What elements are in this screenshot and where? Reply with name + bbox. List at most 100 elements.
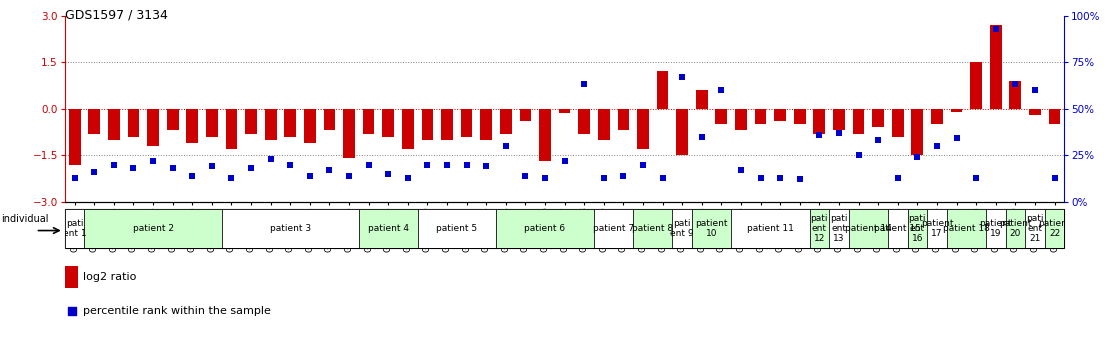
Bar — [85, 209, 221, 248]
Point — [693, 134, 711, 139]
Text: patient
10: patient 10 — [695, 219, 728, 238]
Bar — [809, 209, 830, 248]
Bar — [911, 109, 923, 155]
Bar — [736, 109, 747, 130]
Bar — [539, 109, 551, 161]
Point — [771, 175, 789, 180]
Text: patient
19: patient 19 — [979, 219, 1012, 238]
Point — [243, 166, 260, 171]
Bar — [481, 109, 492, 140]
Bar — [692, 209, 731, 248]
Point — [909, 154, 927, 160]
Bar — [950, 109, 963, 112]
Bar — [755, 109, 767, 124]
Text: patient 11: patient 11 — [747, 224, 794, 233]
Text: pati
ent 9: pati ent 9 — [671, 219, 694, 238]
Text: log2 ratio: log2 ratio — [84, 272, 136, 282]
Bar — [127, 109, 140, 137]
Bar — [656, 71, 669, 109]
Point — [732, 167, 750, 173]
Bar — [304, 109, 315, 143]
Bar — [970, 62, 982, 109]
Bar — [849, 209, 888, 248]
Point — [282, 162, 300, 167]
Text: patient
17: patient 17 — [921, 219, 954, 238]
Bar — [167, 109, 179, 130]
Text: pati
ent
12: pati ent 12 — [811, 214, 828, 244]
Bar — [1049, 109, 1060, 124]
Point — [340, 173, 358, 178]
Bar — [1005, 209, 1025, 248]
Point — [751, 175, 769, 180]
Point — [967, 175, 985, 180]
Bar — [1029, 109, 1041, 115]
Bar — [716, 109, 727, 124]
Text: GDS1597 / 3134: GDS1597 / 3134 — [65, 9, 168, 22]
Point — [457, 162, 475, 167]
Point — [889, 175, 907, 180]
Point — [360, 162, 378, 167]
Text: patient 14: patient 14 — [845, 224, 892, 233]
Point — [790, 177, 808, 182]
Bar — [1025, 209, 1044, 248]
Bar — [382, 109, 394, 137]
Point — [124, 166, 142, 171]
Bar — [559, 109, 570, 113]
Bar — [989, 25, 1002, 109]
Text: pati
ent 1: pati ent 1 — [63, 219, 86, 238]
Bar — [927, 209, 947, 248]
Bar — [206, 109, 218, 137]
Point — [536, 175, 553, 180]
Bar — [695, 90, 708, 109]
Text: percentile rank within the sample: percentile rank within the sample — [84, 306, 272, 316]
Text: patient 5: patient 5 — [436, 224, 477, 233]
Bar — [500, 109, 512, 134]
Bar — [830, 209, 849, 248]
Bar — [814, 109, 825, 134]
Point — [850, 152, 868, 158]
Point — [556, 158, 574, 164]
Point — [496, 143, 514, 149]
Point — [654, 175, 672, 180]
Text: patient
22: patient 22 — [1039, 219, 1071, 238]
Point — [928, 143, 946, 149]
Text: patient 7: patient 7 — [593, 224, 634, 233]
Text: patient 2: patient 2 — [133, 224, 173, 233]
Bar — [986, 209, 1005, 248]
Bar — [265, 109, 276, 140]
Text: patient 18: patient 18 — [942, 224, 989, 233]
Point — [595, 175, 613, 180]
Text: patient 3: patient 3 — [269, 224, 311, 233]
Point — [673, 74, 691, 80]
Point — [85, 169, 103, 175]
Bar — [892, 109, 903, 137]
Text: pati
ent
16: pati ent 16 — [909, 214, 926, 244]
Bar — [833, 109, 845, 130]
Bar — [637, 109, 648, 149]
Bar — [594, 209, 633, 248]
Point — [379, 171, 397, 177]
Bar — [496, 209, 594, 248]
Bar — [1044, 209, 1064, 248]
Bar — [421, 109, 434, 140]
Point — [163, 166, 181, 171]
Bar — [520, 109, 531, 121]
Point — [301, 173, 319, 178]
Text: patient 15: patient 15 — [874, 224, 921, 233]
Point — [1045, 175, 1063, 180]
Bar — [908, 209, 927, 248]
Point — [222, 175, 240, 180]
Bar — [578, 109, 590, 134]
Bar — [598, 109, 609, 140]
Bar — [775, 109, 786, 121]
Point — [576, 82, 594, 87]
Point — [634, 162, 652, 167]
Bar — [88, 109, 101, 134]
Point — [438, 162, 456, 167]
Point — [477, 164, 495, 169]
Bar — [794, 109, 806, 124]
Bar — [226, 109, 237, 149]
Point — [869, 138, 887, 143]
Bar — [362, 109, 375, 134]
Bar — [245, 109, 257, 134]
